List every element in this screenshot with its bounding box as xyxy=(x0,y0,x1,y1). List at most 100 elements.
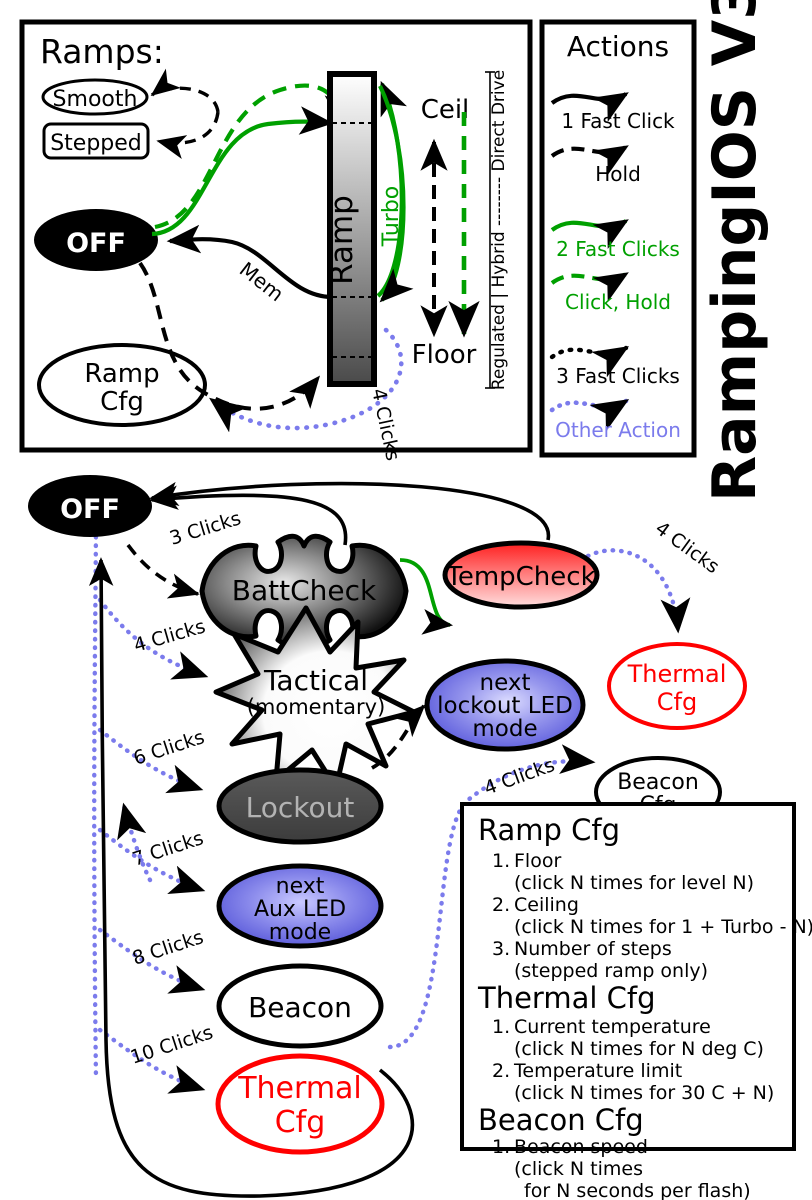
turbo-label: Turbo xyxy=(379,186,404,248)
action-label-2: Hold xyxy=(595,162,641,186)
action-label-1: 1 Fast Click xyxy=(561,109,675,133)
action-line-solid-green xyxy=(550,219,629,249)
action-item-2-fast-clicks: 2 Fast Clicks xyxy=(550,219,680,261)
edge-tempcheck-to-off xyxy=(149,481,550,541)
beacon-cfg-node-label-1: Beacon xyxy=(617,770,699,795)
floor-label: Floor xyxy=(412,340,477,370)
cfg-item-sub-0-0: (click N times for level N) xyxy=(514,872,754,894)
tempcheck-node[interactable]: TempCheck xyxy=(442,540,600,610)
off-node-main-label: OFF xyxy=(60,494,120,525)
edge-off-to-thermalcfg xyxy=(97,1027,206,1094)
ramp-type-smooth[interactable]: Smooth xyxy=(41,78,149,116)
edge-battcheck-to-off xyxy=(149,485,348,546)
tactical-node-label-1: Tactical xyxy=(263,664,368,697)
cfg-panel-border xyxy=(460,802,796,1151)
cfg-heading-0: Ramp Cfg xyxy=(478,813,620,847)
thermal-cfg-node-bottom[interactable]: Thermal Cfg xyxy=(215,1053,385,1155)
cfg-heading-1: Thermal Cfg xyxy=(477,981,656,1015)
edge-label-tempcheck-4-clicks: 4 Clicks xyxy=(651,517,723,578)
edge-return-up-blue xyxy=(117,802,153,883)
edge-off-to-ramp-green-solid xyxy=(151,106,334,237)
cfg-item-text-1-0: Current temperature xyxy=(514,1016,711,1038)
cfg-item-num-0-2: 3. xyxy=(492,938,510,960)
cfg-item-sub-1-0: (click N times for N deg C) xyxy=(514,1038,764,1060)
next-aux-led-label-3: mode xyxy=(269,920,331,945)
action-item-click-hold: Click, Hold xyxy=(550,272,671,314)
edge-ramp-type-smooth xyxy=(150,68,220,113)
ramp-cfg-node-label-1: Ramp xyxy=(84,359,159,389)
ramp-cfg-node[interactable]: Ramp Cfg xyxy=(37,343,207,427)
next-aux-led-node[interactable]: next Aux LED mode xyxy=(216,863,384,949)
cfg-heading-2: Beacon Cfg xyxy=(478,1103,644,1137)
lockout-node[interactable]: Lockout xyxy=(216,767,384,845)
drive-scale: Regulated | Hybrid -------- Direct Drive xyxy=(485,70,509,390)
action-label-4: Click, Hold xyxy=(565,290,671,314)
edge-turbo-down xyxy=(378,85,414,303)
off-node-ramps-label: OFF xyxy=(66,228,126,259)
edge-off-to-beacon xyxy=(97,927,206,994)
cfg-item-text-2-0: Beacon speed xyxy=(514,1136,648,1158)
edge-tempcheck-to-thermalcfg xyxy=(585,548,691,634)
edge-off-to-aux-led xyxy=(97,827,206,894)
edge-ramp-to-off-mem xyxy=(166,224,333,300)
action-label-6: Other Action xyxy=(555,418,681,442)
cfg-item-num-2-0: 1. xyxy=(492,1136,510,1158)
action-item-other-action: Other Action xyxy=(549,398,681,442)
cfg-item-num-0-1: 2. xyxy=(492,894,510,916)
edge-off-hold-to-ramp-floor xyxy=(138,261,321,411)
next-lockout-led-label-2: lockout LED xyxy=(437,693,573,719)
next-aux-led-label-2: Aux LED xyxy=(254,897,346,922)
edge-ramp-type-stepped xyxy=(156,111,220,159)
edge-label-beacon-4-clicks: 4 Clicks xyxy=(481,754,557,800)
action-label-3: 2 Fast Clicks xyxy=(556,237,680,261)
cfg-item-text-0-0: Floor xyxy=(514,850,561,872)
drive-scale-label: Regulated | Hybrid -------- Direct Drive xyxy=(489,70,509,390)
edge-off-to-ramp-ceil-green xyxy=(154,83,354,230)
off-node-ramps[interactable]: OFF xyxy=(34,209,158,271)
cfg-item-sub-0-1: (click N times for 1 + Turbo - N) xyxy=(514,916,812,938)
edge-off-to-tactical xyxy=(97,597,209,680)
action-line-solid-black xyxy=(550,92,629,122)
tactical-node-label-2: (momentary) xyxy=(247,695,386,719)
ramp-type-stepped-label: Stepped xyxy=(50,131,142,156)
thermal-cfg-node-bottom-label-1: Thermal xyxy=(237,1071,362,1106)
edge-label-8-clicks: 8 Clicks xyxy=(130,926,207,970)
ramps-panel-heading: Ramps: xyxy=(40,32,164,71)
action-label-5: 3 Fast Clicks xyxy=(556,364,680,388)
beacon-node[interactable]: Beacon xyxy=(216,963,384,1049)
cfg-item-num-0-0: 1. xyxy=(492,850,510,872)
action-item-1-fast-click: 1 Fast Click xyxy=(550,92,675,133)
next-aux-led-label-1: next xyxy=(276,874,325,899)
beacon-node-label: Beacon xyxy=(248,991,352,1024)
edge-off-to-battcheck xyxy=(126,543,200,599)
thermal-cfg-node-top-label-1: Thermal xyxy=(627,660,727,688)
lockout-node-label: Lockout xyxy=(246,791,355,824)
cfg-item-num-1-0: 1. xyxy=(492,1016,510,1038)
next-lockout-led-node[interactable]: next lockout LED mode xyxy=(424,658,586,752)
next-lockout-led-label-1: next xyxy=(480,670,531,696)
edge-label-6-clicks: 6 Clicks xyxy=(131,726,208,770)
main-diagram: 3 Clicks 4 Clicks 4 Clicks 6 Clicks 7 Cl… xyxy=(28,475,747,1198)
cfg-item-text-0-2: Number of steps xyxy=(514,938,672,960)
thermal-cfg-node-top[interactable]: Thermal Cfg xyxy=(607,642,747,730)
next-lockout-led-label-3: mode xyxy=(472,716,537,742)
edge-label-3-clicks: 3 Clicks xyxy=(167,507,244,549)
action-line-dotted-blue xyxy=(549,398,630,432)
edge-ramp-to-rampcfg-4clicks xyxy=(209,327,404,433)
battcheck-node[interactable]: BattCheck xyxy=(199,533,409,649)
ramp-type-stepped[interactable]: Stepped xyxy=(42,122,150,160)
action-line-dashed-black xyxy=(550,145,629,175)
off-node-main[interactable]: OFF xyxy=(28,475,152,537)
edge-bottom-return-to-off xyxy=(88,557,415,1198)
actions-panel-heading: Actions xyxy=(567,30,669,63)
cfg-item-text-1-1: Temperature limit xyxy=(513,1060,682,1082)
thermal-cfg-node-top-label-2: Cfg xyxy=(657,688,697,716)
ramp-type-smooth-label: Smooth xyxy=(53,87,138,112)
edge-beacon-to-beaconcfg xyxy=(387,744,596,1050)
action-item-hold: Hold xyxy=(550,145,641,186)
ramp-cfg-node-label-2: Cfg xyxy=(100,387,144,417)
ceil-label: Ceil xyxy=(421,95,470,125)
actions-panel: Actions 1 Fast Click Hold 2 Fast Clicks … xyxy=(539,19,697,458)
action-line-shortdash-black xyxy=(549,345,629,378)
